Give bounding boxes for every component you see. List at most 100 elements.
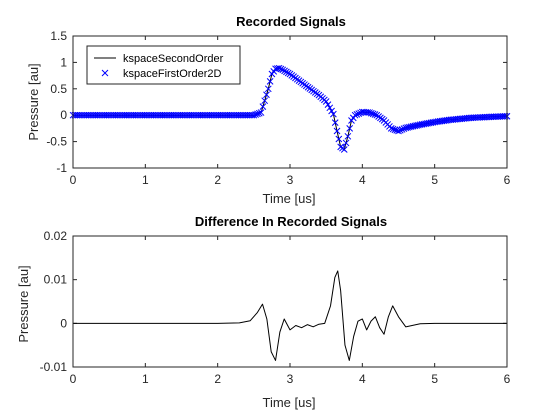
y-axis-label: Pressure [au] <box>16 265 31 342</box>
data-point-marker <box>331 119 339 126</box>
axes-box <box>72 235 508 368</box>
x-tick-label: 4 <box>359 372 366 386</box>
data-point-marker <box>351 111 359 119</box>
y-tick-label: 0 <box>60 108 67 122</box>
plot-area <box>69 64 511 153</box>
x-axis-label: Time [us] <box>263 191 316 206</box>
marker-stroke <box>400 125 408 133</box>
x-axis-label: Time [us] <box>263 395 316 410</box>
marker-stroke <box>328 107 335 115</box>
data-point-marker <box>342 139 350 147</box>
data-point-marker <box>257 109 265 116</box>
data-point-marker <box>259 103 267 110</box>
marker-stroke <box>344 132 352 140</box>
x-tick-label: 5 <box>431 173 438 187</box>
data-point-marker <box>335 135 343 143</box>
x-tick-label: 5 <box>431 372 438 386</box>
marker-stroke <box>322 98 330 105</box>
plot-area <box>73 270 507 361</box>
marker-stroke <box>346 125 354 132</box>
marker-stroke <box>351 111 359 119</box>
data-point-marker <box>355 110 363 117</box>
data-point-marker <box>389 125 397 133</box>
data-point-marker <box>368 109 375 117</box>
x-tick-label: 0 <box>70 372 77 386</box>
marker-stroke <box>250 111 258 119</box>
data-point-marker <box>387 125 395 132</box>
marker-stroke <box>340 146 348 153</box>
data-point-marker <box>252 111 259 118</box>
data-point-marker <box>344 132 352 140</box>
data-point-marker <box>322 98 330 105</box>
y-tick-label: 1.5 <box>50 29 67 43</box>
marker-stroke <box>266 78 274 85</box>
data-point-marker <box>391 126 399 134</box>
marker-stroke <box>333 127 341 135</box>
marker-stroke <box>387 125 395 132</box>
marker-stroke <box>281 67 288 75</box>
marker-stroke <box>261 97 269 105</box>
marker-stroke <box>279 66 287 74</box>
x-tick-label: 1 <box>142 372 149 386</box>
legend: kspaceSecondOrder kspaceFirstOrder2D <box>86 45 241 85</box>
data-point-marker <box>254 110 261 118</box>
marker-stroke <box>252 111 259 118</box>
data-point-marker <box>255 109 263 117</box>
data-point-marker <box>277 65 285 73</box>
x-tick-label: 2 <box>214 173 221 187</box>
x-tick-label: 2 <box>214 372 221 386</box>
marker-stroke <box>391 126 399 134</box>
marker-stroke <box>353 111 361 118</box>
x-tick-label: 3 <box>287 372 294 386</box>
data-point-marker <box>283 68 290 76</box>
y-tick-label: 0 <box>60 316 67 330</box>
data-point-marker <box>250 111 258 119</box>
y-tick-label: 0.01 <box>44 273 68 287</box>
marker-stroke <box>326 104 334 112</box>
data-point-marker <box>328 107 335 115</box>
series-line <box>73 270 507 361</box>
y-tick-label: -0.5 <box>46 135 67 149</box>
x-tick-label: 6 <box>504 173 511 187</box>
legend-box <box>86 45 241 85</box>
data-point-marker <box>264 85 272 93</box>
x-tick-label: 1 <box>142 173 149 187</box>
data-point-marker <box>261 97 269 105</box>
marker-stroke <box>275 64 283 72</box>
legend-entry-kspace-first-order-2d: kspaceFirstOrder2D <box>123 68 221 80</box>
marker-stroke <box>284 69 292 77</box>
data-point-marker <box>371 111 379 118</box>
data-point-marker <box>275 64 283 72</box>
legend-cross-marker <box>101 69 109 77</box>
marker-stroke <box>257 109 265 116</box>
x-tick-label: 0 <box>70 173 77 187</box>
data-point-marker <box>266 78 274 85</box>
marker-stroke <box>263 91 270 99</box>
data-point-marker <box>353 111 361 118</box>
data-point-marker <box>279 66 287 74</box>
data-point-marker <box>281 67 288 75</box>
recorded-signals-chart: Recorded Signals Time [us] Pressure [au]… <box>26 14 511 206</box>
marker-stroke <box>366 109 373 116</box>
data-point-marker <box>395 127 402 135</box>
marker-stroke <box>330 110 337 118</box>
marker-stroke <box>389 125 397 133</box>
marker-stroke <box>259 103 267 110</box>
marker-stroke <box>273 65 281 72</box>
axes-box <box>72 35 508 169</box>
y-axis-label: Pressure [au] <box>26 63 41 140</box>
marker-stroke <box>355 110 363 117</box>
y-tick-label: 0.5 <box>50 82 67 96</box>
y-tick-label: 1 <box>60 55 67 69</box>
x-tick-label: 3 <box>287 173 294 187</box>
data-point-marker <box>263 91 270 99</box>
marker-stroke <box>331 119 339 126</box>
data-point-marker <box>400 125 408 133</box>
y-tick-label: 0.02 <box>44 229 68 243</box>
marker-stroke <box>368 109 375 117</box>
y-tick-label: -0.01 <box>40 360 68 374</box>
data-point-marker <box>284 69 292 77</box>
marker-stroke <box>264 85 272 93</box>
axis-tick-labels: 0 1 2 3 4 5 6 -1 -0.5 0 0.5 1 1.5 <box>46 29 510 187</box>
